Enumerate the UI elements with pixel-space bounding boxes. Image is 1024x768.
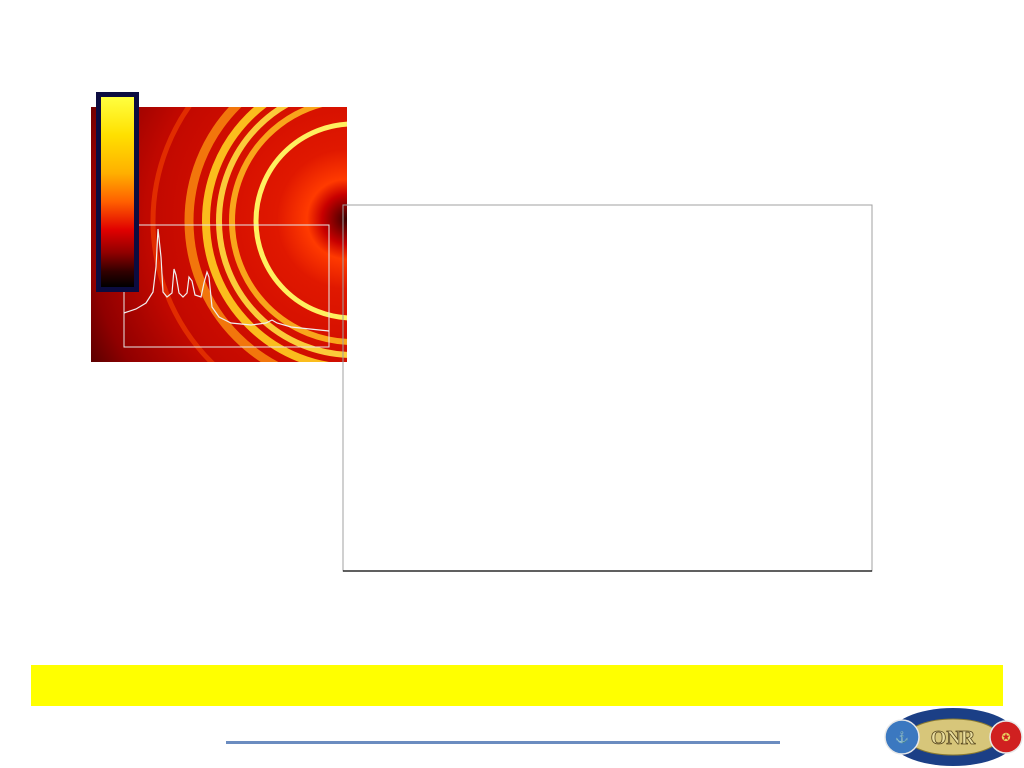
xrd-chart	[342, 204, 873, 572]
conclusion-banner	[31, 665, 1003, 706]
diffraction-ring	[150, 107, 215, 362]
diffraction-ring	[202, 107, 330, 362]
colorbar-gradient	[101, 97, 134, 287]
inset-colorbar	[96, 92, 139, 292]
globe-anchor-icon: ✪	[1001, 731, 1010, 744]
diffraction-ring	[253, 121, 347, 321]
anchor-icon: ⚓	[895, 731, 909, 744]
onr-logo: ONR ⚓ ✪	[884, 708, 1023, 766]
navy-emblem-icon	[884, 719, 920, 755]
footer-divider	[226, 741, 780, 744]
diffraction-ring	[216, 107, 347, 358]
inset-profile-line	[123, 228, 330, 332]
marine-emblem-icon	[989, 720, 1023, 754]
onr-text: ONR	[931, 727, 976, 749]
plot-frame	[342, 204, 873, 572]
diffraction-ring	[184, 107, 279, 362]
diffraction-ring	[229, 107, 347, 345]
